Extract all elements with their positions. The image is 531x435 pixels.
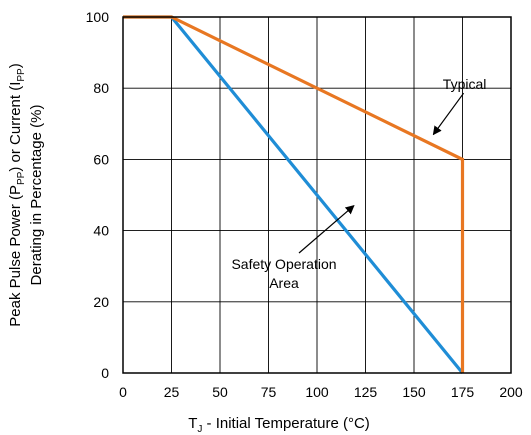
x-tick-label: 200 <box>499 384 523 400</box>
x-tick-label: 150 <box>402 384 426 400</box>
x-tick-label: 100 <box>305 384 329 400</box>
series-line-safety <box>123 15 464 375</box>
y-tick-label: 20 <box>93 294 109 310</box>
x-tick-label: 175 <box>451 384 475 400</box>
annotation-typical: Typical <box>443 76 487 92</box>
series-line-typical <box>123 15 465 373</box>
y-tick-label: 60 <box>93 151 109 167</box>
y-tick-label: 100 <box>86 9 110 25</box>
y-axis-label-line1: Peak Pulse Power (PPP) or Current (IPP) <box>7 63 27 326</box>
x-tick-label: 75 <box>261 384 277 400</box>
x-tick-label: 0 <box>119 384 127 400</box>
x-tick-label: 125 <box>354 384 378 400</box>
annotations: Typical Safety Operation Area <box>231 76 486 291</box>
y-tick-label: 80 <box>93 80 109 96</box>
y-tick-label: 40 <box>93 223 109 239</box>
annotation-arrow-safety <box>298 205 355 254</box>
annotation-safety-line1: Safety Operation <box>231 256 336 272</box>
y-axis-label-line2: Derating in Percentage (%) <box>28 105 45 286</box>
y-tick-labels: 0 20 40 60 80 100 <box>86 9 110 381</box>
annotation-arrow-typical <box>432 92 465 136</box>
x-axis-label: TJ - Initial Temperature (°C) <box>188 415 370 435</box>
series-layer <box>123 15 465 375</box>
plot-frame <box>122 16 512 374</box>
y-tick-label: 0 <box>101 365 109 381</box>
x-tick-label: 50 <box>212 384 228 400</box>
x-tick-labels: 0 25 50 75 100 125 150 175 200 <box>119 384 523 400</box>
x-tick-label: 25 <box>164 384 180 400</box>
annotation-safety-line2: Area <box>269 275 299 291</box>
